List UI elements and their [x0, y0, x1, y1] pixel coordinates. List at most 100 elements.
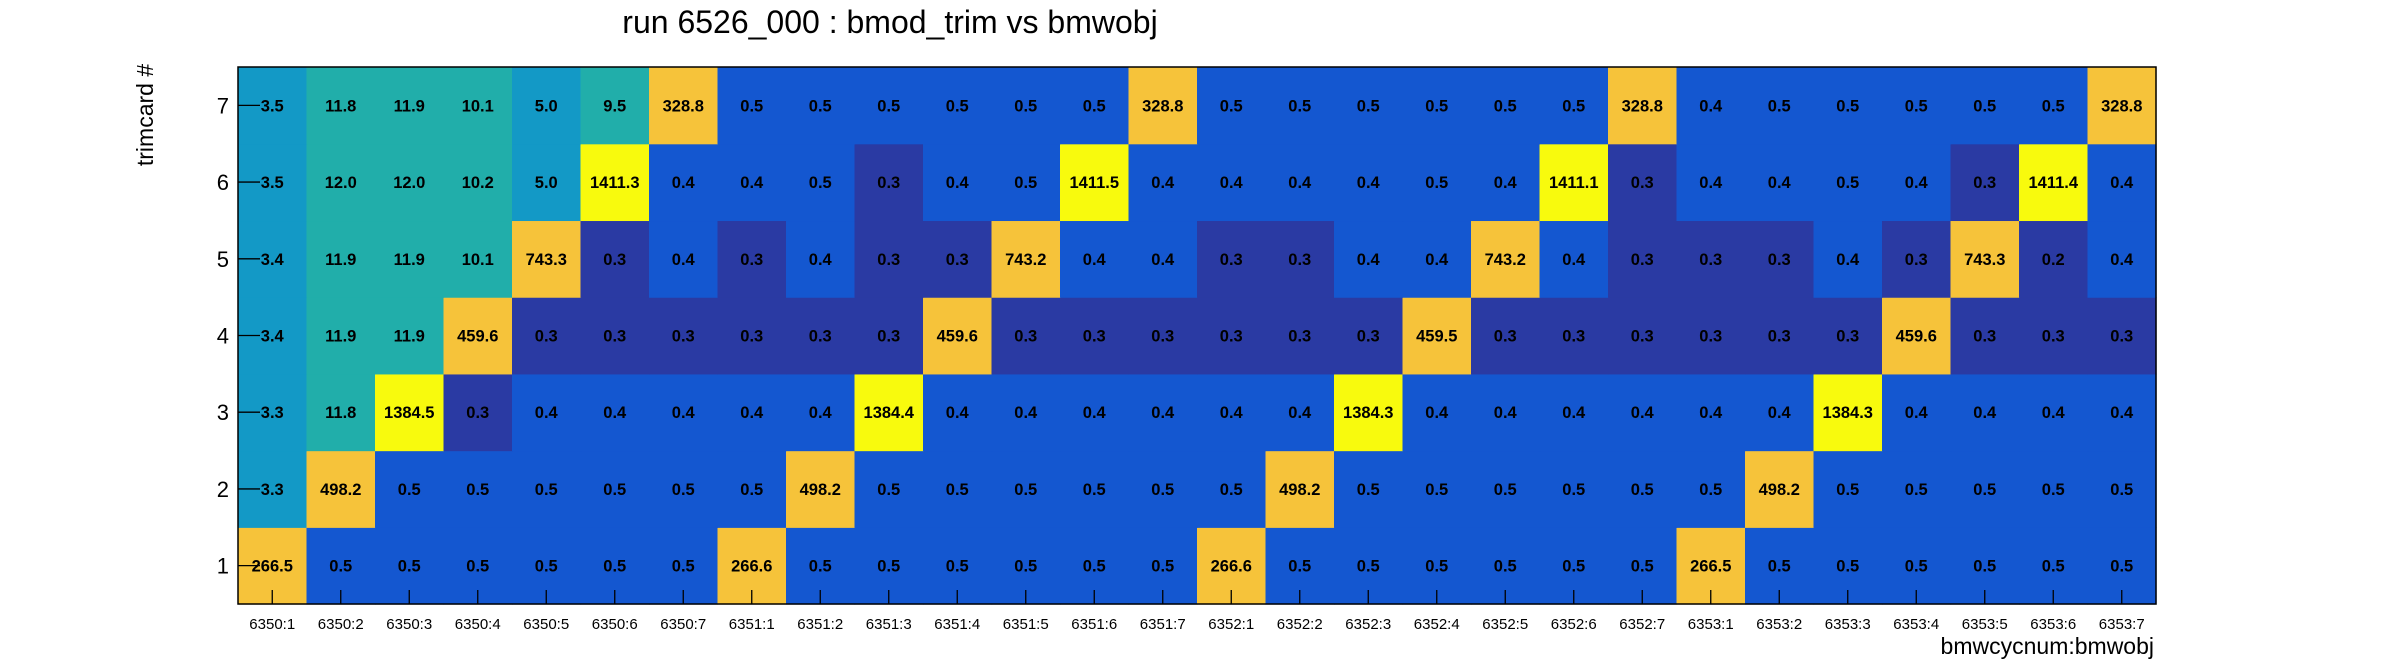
heatmap-cell — [443, 143, 513, 222]
cell-value-label: 498.2 — [1759, 481, 1800, 499]
cell-value-label: 0.4 — [1973, 404, 1997, 422]
cell-value-label: 0.5 — [1014, 97, 1037, 115]
cell-value-label: 0.5 — [1014, 558, 1037, 576]
cell-value-label: 0.5 — [1836, 174, 1859, 192]
cell-value-label: 0.3 — [603, 251, 626, 269]
cell-value-label: 0.5 — [1973, 97, 1996, 115]
cell-value-label: 0.3 — [1288, 328, 1311, 346]
cell-value-label: 0.5 — [1220, 481, 1243, 499]
heatmap-cell — [1950, 373, 2020, 452]
heatmap-cell — [1608, 373, 1678, 452]
cell-value-label: 459.6 — [1896, 328, 1937, 346]
heatmap-cell — [1265, 220, 1335, 298]
cell-value-label: 0.5 — [1494, 481, 1517, 499]
cell-value-label: 11.9 — [394, 251, 425, 269]
heatmap-cell — [923, 67, 993, 145]
heatmap-cell — [1745, 373, 1815, 452]
heatmap-cell — [443, 297, 513, 375]
cell-value-label: 0.3 — [2110, 328, 2133, 346]
heatmap-cell — [991, 373, 1061, 452]
heatmap-cell — [1060, 67, 1130, 145]
cell-value-label: 0.3 — [1768, 328, 1791, 346]
heatmap-cell — [2019, 297, 2089, 375]
x-tick-label: 6350:2 — [318, 616, 364, 633]
cell-value-label: 0.5 — [1836, 481, 1859, 499]
heatmap-cell — [1265, 143, 1335, 222]
cell-value-label: 0.5 — [2110, 558, 2133, 576]
heatmap-cell — [1882, 67, 1952, 145]
cell-value-label: 0.4 — [1699, 97, 1723, 115]
heatmap-cell — [1060, 143, 1130, 222]
heatmap-cell — [1676, 143, 1746, 222]
cell-value-label: 0.3 — [1494, 328, 1517, 346]
heatmap-cell — [2019, 450, 2089, 528]
cell-value-label: 498.2 — [1279, 481, 1320, 499]
heatmap-cell — [1402, 297, 1472, 375]
cell-value-label: 0.3 — [535, 328, 558, 346]
heatmap-cell — [1813, 220, 1883, 298]
cell-value-label: 0.5 — [1562, 97, 1585, 115]
cell-value-label: 0.3 — [877, 328, 900, 346]
cell-value-label: 0.3 — [2042, 328, 2065, 346]
cell-value-label: 0.5 — [398, 481, 421, 499]
heatmap-cell — [1128, 297, 1198, 375]
cell-value-label: 0.4 — [1220, 404, 1244, 422]
x-tick-label: 6352:3 — [1345, 616, 1391, 633]
cell-value-label: 0.4 — [1768, 174, 1792, 192]
cell-value-label: 0.3 — [1905, 251, 1928, 269]
cell-labels: 266.5 0.5 0.5 0.5 0.5 0.5 0.5 266.6 0.5 0.5 0.5 0.5… — [252, 97, 2143, 575]
x-tick-label: 6352:5 — [1482, 616, 1528, 633]
heatmap-cell — [717, 67, 787, 145]
cell-value-label: 0.5 — [877, 97, 900, 115]
heatmap-cell — [649, 220, 719, 298]
heatmap-cell — [2019, 220, 2089, 298]
heatmap-cell — [2087, 220, 2157, 298]
heatmap-cell — [1950, 450, 2020, 528]
heatmap-cell — [1608, 220, 1678, 298]
cell-value-label: 459.6 — [457, 328, 498, 346]
cell-value-label: 0.4 — [2110, 174, 2134, 192]
heatmap-cell — [1128, 143, 1198, 222]
heatmap-cell — [923, 143, 993, 222]
cell-value-label: 0.5 — [1014, 174, 1037, 192]
heatmap-cell — [854, 220, 924, 298]
cell-value-label: 0.5 — [809, 558, 832, 576]
cell-value-label: 1384.3 — [1343, 404, 1393, 422]
heatmap-cell — [717, 297, 787, 375]
heatmap-cell — [1539, 373, 1609, 452]
heatmap-cell — [717, 143, 787, 222]
cell-value-label: 743.3 — [1964, 251, 2005, 269]
heatmap-cell — [854, 297, 924, 375]
x-tick-label: 6351:5 — [1003, 616, 1049, 633]
cell-value-label: 0.3 — [740, 251, 763, 269]
cell-value-label: 3.3 — [261, 481, 284, 499]
cell-value-label: 11.9 — [325, 251, 356, 269]
cell-value-label: 0.5 — [1836, 97, 1859, 115]
heatmap-cell — [306, 450, 376, 528]
heatmap-cell — [1676, 373, 1746, 452]
x-tick-label: 6351:7 — [1140, 616, 1186, 633]
cell-value-label: 0.5 — [1083, 481, 1106, 499]
cell-value-label: 266.5 — [252, 558, 293, 576]
cell-value-label: 0.5 — [1357, 97, 1380, 115]
heatmap-cell — [1197, 220, 1267, 298]
heatmap-cell — [2087, 373, 2157, 452]
heatmap-cell — [443, 220, 513, 298]
cell-value-label: 11.9 — [394, 97, 425, 115]
heatmap-cell — [1197, 297, 1267, 375]
cell-value-label: 0.4 — [1357, 251, 1381, 269]
cell-value-label: 0.5 — [535, 481, 558, 499]
y-axis-title: trimcard # — [132, 64, 158, 166]
x-tick-label: 6352:4 — [1414, 616, 1460, 633]
heatmap-cell — [991, 220, 1061, 298]
cell-value-label: 0.3 — [1973, 174, 1996, 192]
cell-value-label: 0.3 — [1083, 328, 1106, 346]
heatmap-cell — [786, 297, 856, 375]
heatmap-cell — [717, 220, 787, 298]
cell-value-label: 0.5 — [809, 174, 832, 192]
cell-value-label: 1384.4 — [864, 404, 915, 422]
cell-value-label: 0.4 — [1288, 174, 1312, 192]
heatmap-cell — [649, 67, 719, 145]
cell-value-label: 0.5 — [1699, 481, 1722, 499]
cell-value-label: 12.0 — [393, 174, 425, 192]
